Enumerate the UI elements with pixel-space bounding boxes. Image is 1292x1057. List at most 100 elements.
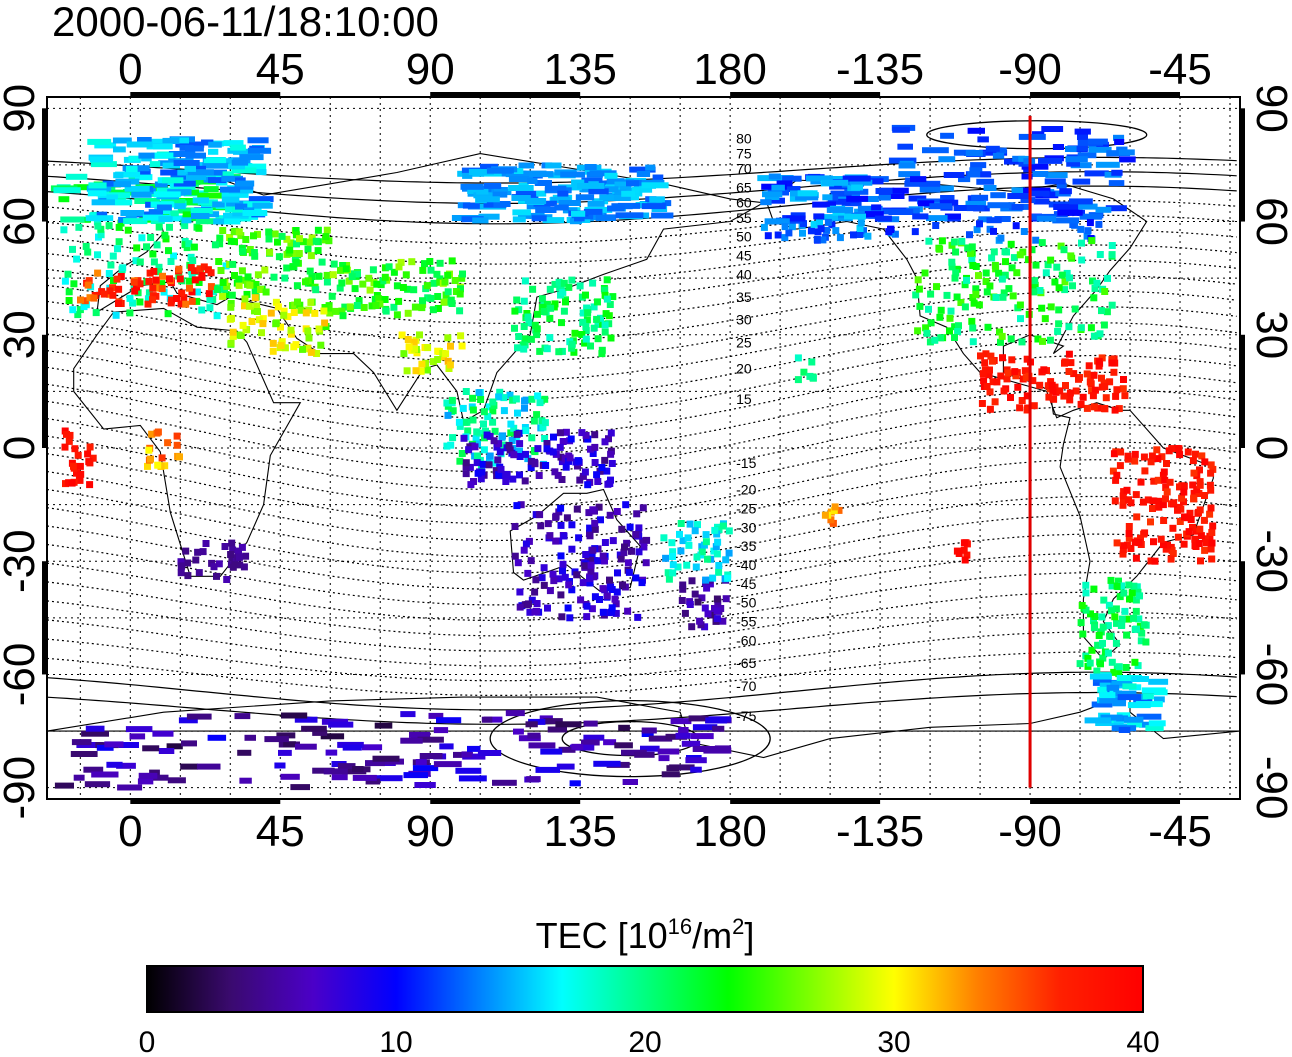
tec-pixel <box>150 267 158 275</box>
contour-line <box>47 371 1237 455</box>
tec-pixel <box>403 772 428 779</box>
tec-pixel <box>1065 156 1088 163</box>
tec-pixel <box>430 279 438 287</box>
tec-pixel <box>550 577 558 585</box>
tec-pixel <box>1065 350 1073 358</box>
tec-pixel <box>403 367 411 375</box>
tec-pixel <box>455 418 463 426</box>
tec-pixel <box>269 347 277 355</box>
tec-pixel <box>897 143 913 150</box>
tec-pixel <box>613 588 621 596</box>
tec-pixel <box>583 734 605 741</box>
contour-label: -30 <box>736 519 756 535</box>
tec-pixel <box>623 194 639 201</box>
tec-pixel <box>1088 237 1096 245</box>
tec-pixel <box>306 267 314 275</box>
tec-pixel <box>944 213 961 220</box>
tec-pixel <box>587 445 594 453</box>
tec-pixel <box>393 282 401 290</box>
tec-pixel <box>601 321 609 329</box>
tec-pixel <box>144 295 152 303</box>
tec-pixel <box>571 179 585 186</box>
contour-label: -35 <box>736 538 756 554</box>
tec-pixel <box>1079 630 1087 638</box>
tec-pixel <box>65 437 73 445</box>
tec-pixel <box>538 303 546 311</box>
tec-pixel <box>292 341 300 349</box>
tec-pixel <box>491 427 499 435</box>
tec-pixel <box>1008 356 1016 364</box>
tec-pixel <box>276 732 296 739</box>
tec-pixel <box>665 575 673 583</box>
tec-pixel <box>89 454 97 462</box>
tec-pixel <box>998 275 1006 283</box>
tec-pixel <box>797 190 818 197</box>
contour-label: 70 <box>736 161 752 177</box>
tec-pixel <box>1113 471 1121 479</box>
tec-pixel <box>1030 288 1038 296</box>
tec-pixel <box>982 269 990 277</box>
tec-pixel <box>558 476 566 483</box>
tec-pixel <box>360 304 368 311</box>
colorbar-ticks: 0 10 20 30 40 <box>139 1026 1160 1057</box>
tec-pixel <box>878 193 905 199</box>
tec-pixel <box>552 513 560 521</box>
tec-pixel <box>544 185 567 192</box>
tec-pixel <box>861 196 879 202</box>
tec-pixel <box>1180 540 1188 548</box>
tec-pixel <box>61 277 69 285</box>
tec-pixel <box>1066 396 1074 404</box>
tec-pixel <box>1091 613 1099 620</box>
tec-pixel <box>161 231 169 239</box>
tec-pixel <box>133 244 141 252</box>
tec-pixel <box>71 445 79 453</box>
tec-pixel <box>643 536 651 544</box>
tec-pixel <box>128 155 140 162</box>
tec-pixel <box>64 270 72 278</box>
tec-pixel <box>1131 676 1149 682</box>
tec-pixel <box>594 298 601 306</box>
tec-pixel <box>800 220 807 228</box>
frame-bar-left <box>42 561 48 675</box>
tec-pixel <box>635 524 643 532</box>
tec-pixel <box>274 762 286 769</box>
tec-pixel <box>535 766 560 773</box>
tec-pixel <box>180 294 188 302</box>
tec-pixel <box>677 520 685 527</box>
tec-pixel <box>1069 221 1077 228</box>
tec-pixel <box>520 345 528 353</box>
tec-pixel <box>587 200 605 207</box>
tec-pixel <box>217 267 225 274</box>
tec-pixel <box>790 212 806 219</box>
tec-pixel <box>557 284 565 291</box>
tec-pixel <box>1098 354 1106 362</box>
tec-pixel <box>76 306 84 314</box>
tec-pixel <box>1055 306 1063 314</box>
tec-pixel <box>1079 213 1103 220</box>
contour-labels: 8075706560555045403530252015-15-20-25-30… <box>736 131 756 724</box>
tec-pixel <box>989 357 996 365</box>
tec-pixel <box>149 769 160 776</box>
tec-pixel <box>926 338 934 346</box>
tec-pixel <box>176 453 183 461</box>
tec-pixel <box>274 303 282 311</box>
tec-pixel <box>80 216 91 223</box>
tec-pixel <box>1108 242 1116 249</box>
tec-pixel <box>210 563 218 571</box>
contour-line <box>47 651 1237 696</box>
tec-pixel <box>904 180 928 187</box>
tec-pixel <box>595 214 616 221</box>
tec-pixel <box>171 169 194 176</box>
tec-pixel <box>554 471 562 479</box>
tec-pixel <box>973 226 981 234</box>
tec-pixel <box>1131 538 1139 546</box>
tec-pixel <box>1047 378 1055 386</box>
tec-pixel <box>1207 461 1215 469</box>
tec-pixel <box>219 292 227 300</box>
tec-pixel <box>584 481 592 489</box>
tec-pixel <box>546 334 554 342</box>
tec-pixel <box>530 417 538 425</box>
tec-pixel <box>1047 256 1055 264</box>
tec-pixel <box>1104 649 1112 657</box>
tec-pixel <box>1038 157 1063 164</box>
